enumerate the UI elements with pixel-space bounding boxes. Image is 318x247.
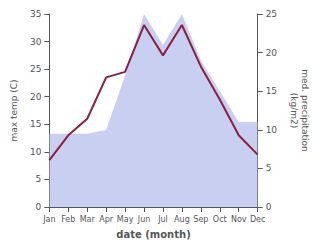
svg-text:0: 0 [36,202,42,212]
svg-text:Apr: Apr [99,215,114,224]
svg-text:Jul: Jul [157,215,168,224]
svg-text:25: 25 [30,64,41,74]
svg-text:Dec: Dec [250,215,265,224]
svg-text:Nov: Nov [231,215,247,224]
svg-text:Mar: Mar [80,215,96,224]
svg-text:5: 5 [266,163,272,173]
svg-text:20: 20 [266,48,278,58]
svg-text:date (month): date (month) [116,229,190,240]
svg-text:max temp (C): max temp (C) [9,79,19,141]
svg-text:30: 30 [30,37,42,47]
svg-text:15: 15 [266,86,277,96]
svg-text:20: 20 [30,92,42,102]
svg-text:Oct: Oct [213,215,227,224]
svg-text:0: 0 [266,202,272,212]
svg-text:med. precipitation: med. precipitation [300,69,310,151]
svg-text:35: 35 [30,9,41,19]
svg-text:Sep: Sep [193,215,208,224]
svg-text:Jun: Jun [137,215,151,224]
svg-text:10: 10 [266,125,278,135]
svg-text:5: 5 [36,174,42,184]
svg-text:Jan: Jan [42,215,55,224]
svg-text:15: 15 [30,119,41,129]
svg-text:25: 25 [266,9,277,19]
svg-text:May: May [117,215,134,224]
svg-text:Feb: Feb [61,215,75,224]
svg-text:Aug: Aug [174,215,190,224]
svg-text:(kg/m2): (kg/m2) [289,93,299,128]
svg-text:10: 10 [30,147,42,157]
